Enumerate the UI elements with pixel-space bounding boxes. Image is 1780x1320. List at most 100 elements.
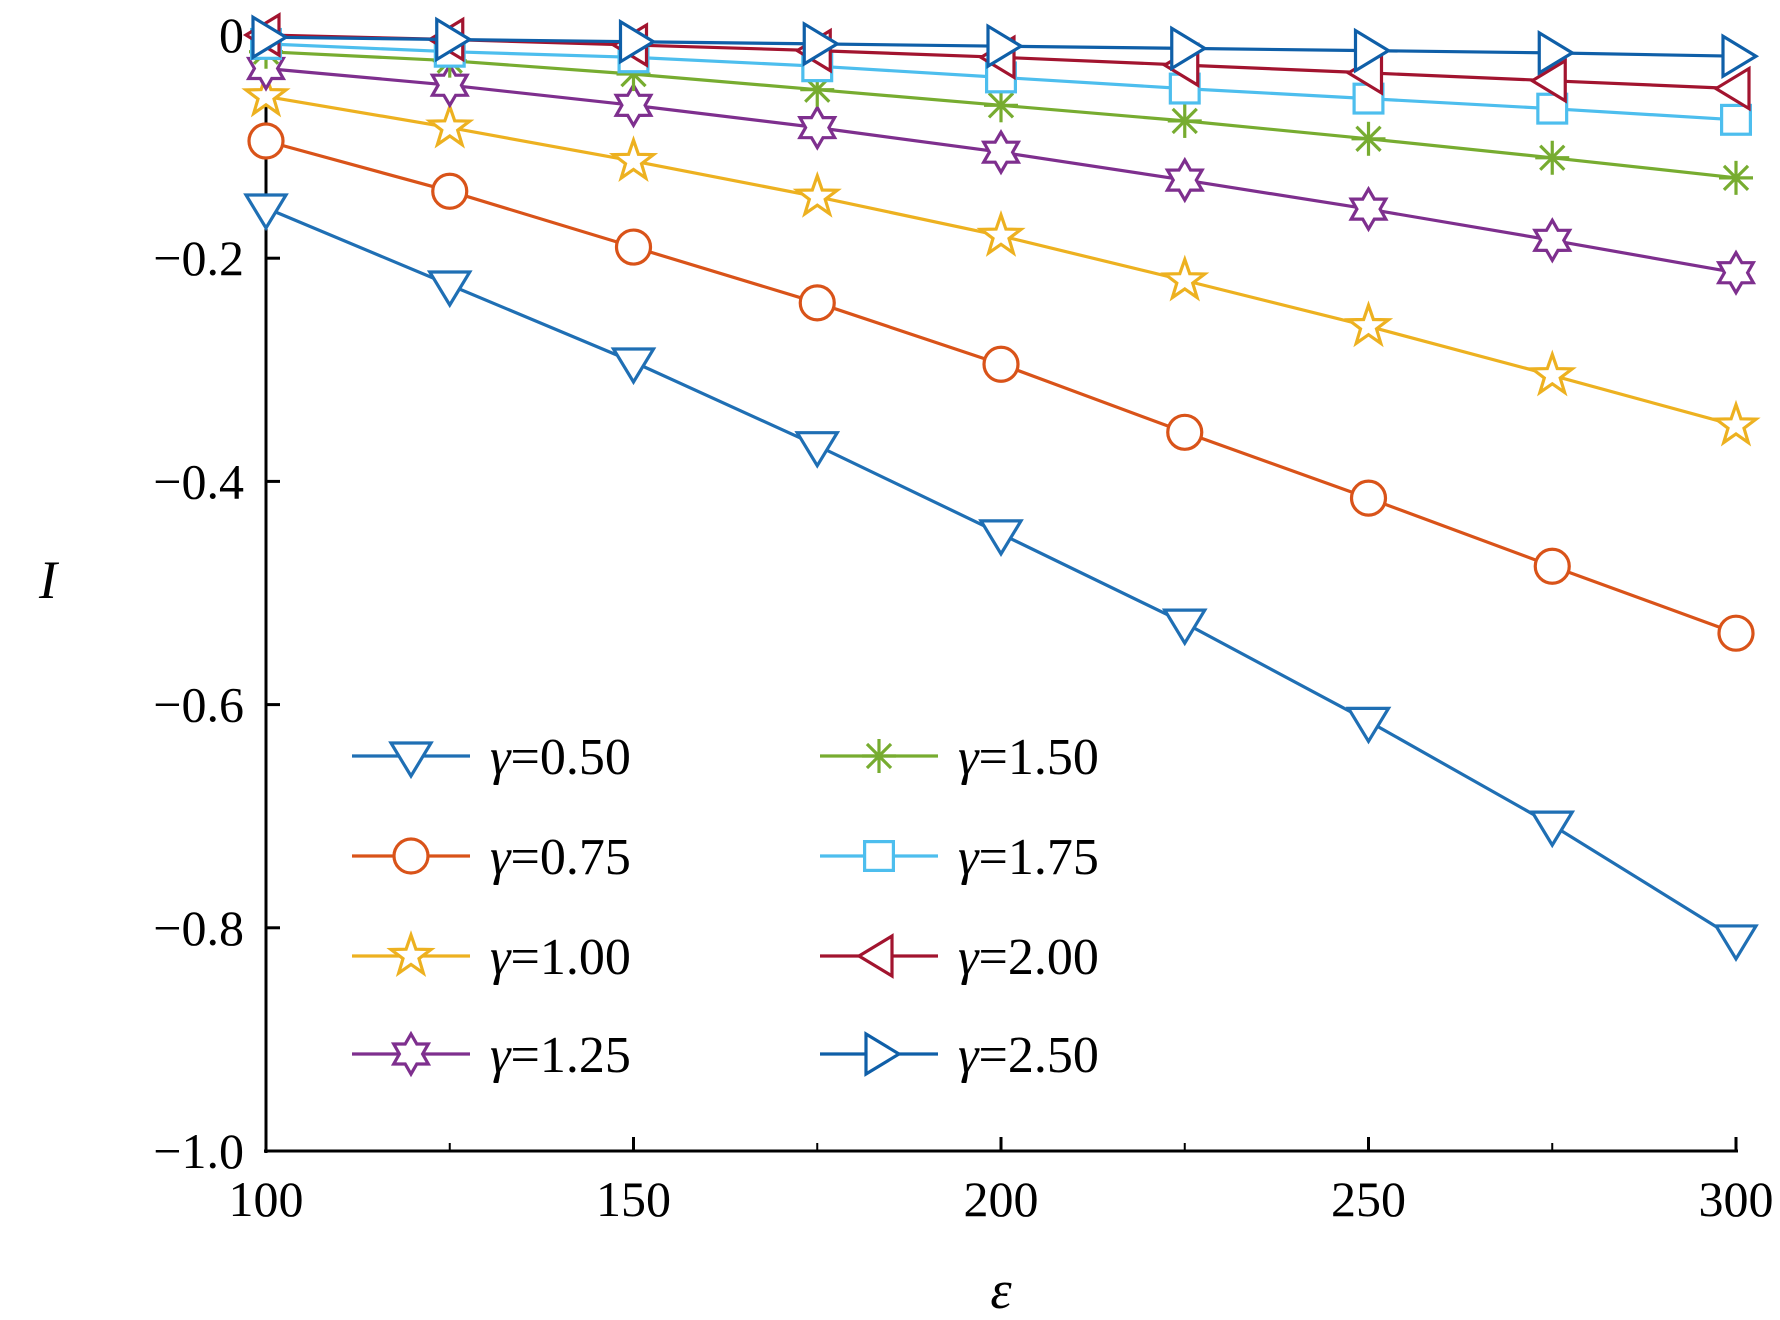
data-point (425, 101, 475, 149)
data-point (976, 209, 1026, 257)
data-point (798, 284, 836, 322)
legend-label: γ=2.00 (958, 929, 1099, 986)
data-point (388, 741, 434, 780)
axes: 100 150 200 250 300 0 −0.2 −0.4 −0.6 −0.8 −1.0 (153, 7, 1773, 1227)
data-point (1713, 924, 1759, 963)
data-point (247, 122, 285, 160)
data-point (802, 21, 841, 67)
series-layer (241, 12, 1761, 963)
legend-label: γ=0.50 (490, 729, 631, 786)
legend-item: γ=1.75 (820, 829, 1099, 886)
data-point (984, 88, 1018, 123)
data-point (1719, 160, 1753, 195)
series-0.75 (247, 122, 1755, 652)
data-point (243, 193, 289, 232)
x-tick-label: 150 (596, 1171, 671, 1227)
data-point (1715, 249, 1757, 296)
legend-item: γ=2.00 (820, 929, 1099, 986)
data-point (1167, 103, 1202, 138)
legend-item: γ=1.25 (352, 1027, 631, 1084)
data-point (241, 70, 291, 118)
data-point (618, 18, 657, 65)
data-point (1529, 810, 1576, 849)
data-point (1529, 57, 1567, 104)
legend-label: γ=0.75 (490, 829, 631, 886)
legend-label: γ=1.25 (490, 1027, 631, 1084)
data-point (1343, 300, 1394, 348)
data-point (978, 519, 1024, 557)
data-point (862, 839, 895, 872)
data-point (1717, 614, 1755, 652)
data-point (1166, 413, 1204, 451)
legend: γ=0.50 γ=0.75 γ=1.00 γ=1.25 γ=1.50 γ=1.75 γ=2.… (352, 729, 1099, 1084)
data-point (1533, 547, 1571, 585)
data-point (1348, 185, 1389, 233)
y-tick-label: −0.8 (153, 900, 244, 956)
asterisk-stroke (1171, 107, 1198, 135)
data-point (386, 930, 436, 977)
data-point (1535, 140, 1570, 175)
y-tick-label: −0.2 (153, 230, 244, 286)
data-point (1161, 608, 1208, 647)
data-point (1711, 399, 1761, 447)
data-point (1532, 217, 1573, 264)
x-tick-label: 100 (229, 1171, 304, 1227)
asterisk-stroke (987, 92, 1015, 119)
asterisk-stroke (865, 742, 893, 770)
legend-item: γ=1.50 (820, 729, 1099, 786)
data-point (392, 837, 430, 875)
data-point (431, 172, 469, 210)
legend-item: γ=1.00 (352, 929, 631, 986)
legend-item: γ=2.50 (820, 1027, 1099, 1084)
legend-item: γ=0.50 (352, 729, 631, 786)
data-point (610, 347, 657, 386)
data-point (1160, 254, 1210, 302)
data-point (1719, 103, 1752, 136)
data-point (1349, 479, 1388, 517)
data-point (855, 933, 894, 979)
x-tick-label: 200 (964, 1171, 1039, 1227)
data-point (614, 228, 653, 266)
data-point (986, 23, 1025, 70)
data-point (613, 82, 654, 129)
data-point (608, 135, 659, 183)
data-point (794, 431, 841, 469)
x-axis-title: ε (990, 1260, 1012, 1320)
data-point (1164, 156, 1205, 204)
y-axis-title: I (38, 550, 60, 610)
data-point (797, 104, 838, 151)
data-point (792, 170, 842, 218)
data-point (864, 1031, 903, 1077)
data-point (1170, 25, 1208, 72)
y-tick-label: 0 (219, 7, 244, 63)
data-point (429, 62, 470, 109)
data-point (1712, 65, 1751, 112)
legend-label: γ=1.75 (958, 829, 1099, 886)
legend-label: γ=1.50 (958, 729, 1099, 786)
legend-item: γ=0.75 (352, 829, 631, 886)
data-point (251, 14, 290, 61)
x-tick-label: 250 (1331, 1171, 1406, 1227)
series-1.00 (241, 70, 1761, 447)
data-point (1345, 706, 1392, 745)
data-point (862, 739, 896, 773)
data-point (390, 1030, 432, 1078)
x-tick-label: 300 (1699, 1171, 1774, 1227)
data-point (1351, 121, 1386, 156)
asterisk-stroke (1355, 125, 1382, 152)
asterisk-stroke (1539, 144, 1566, 171)
series-2.50 (251, 14, 1760, 80)
asterisk-stroke (1722, 164, 1750, 192)
series-0.50 (243, 193, 1759, 963)
y-tick-label: −1.0 (153, 1123, 244, 1179)
data-point (1527, 349, 1577, 397)
data-point (1353, 27, 1392, 74)
y-tick-label: −0.4 (153, 453, 244, 509)
data-point (982, 345, 1020, 383)
data-point (435, 16, 473, 63)
legend-label: γ=2.50 (958, 1027, 1099, 1084)
y-tick-label: −0.6 (153, 677, 244, 733)
legend-label: γ=1.00 (490, 929, 631, 986)
data-point (1537, 30, 1576, 76)
